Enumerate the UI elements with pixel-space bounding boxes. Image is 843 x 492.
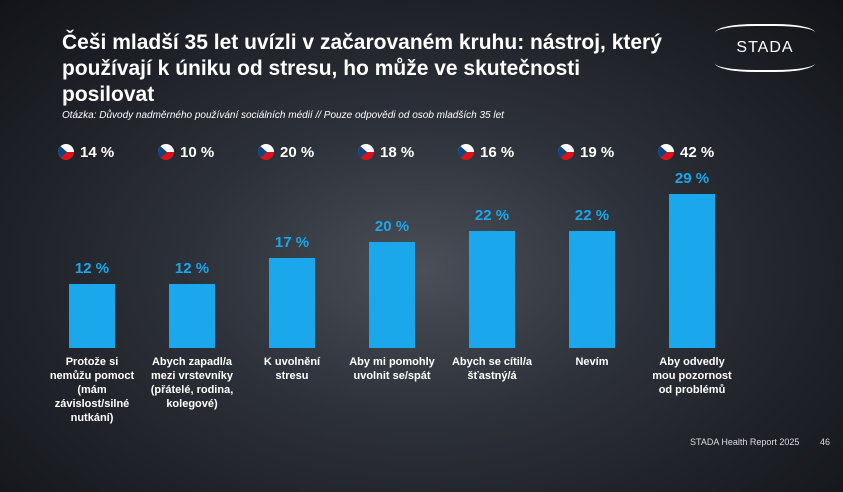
flag-icon bbox=[358, 144, 374, 160]
subtitle: Otázka: Důvody nadměrného používání soci… bbox=[62, 110, 504, 121]
x-tick-label: Abych zapadl/a mezi vrstevníky (přátelé,… bbox=[150, 356, 234, 410]
bar bbox=[169, 284, 215, 348]
x-tick-label: Abych se cítil/a šťastný/á bbox=[451, 356, 533, 382]
data-label: 17 % bbox=[274, 233, 310, 251]
chart-title: Češi mladší 35 let uvízli v začarovaném … bbox=[62, 31, 662, 106]
data-label: 12 % bbox=[174, 260, 210, 278]
comparison-label: 10 % bbox=[180, 144, 215, 161]
logo: STADA bbox=[715, 24, 815, 72]
comparison-label: 20 % bbox=[280, 144, 315, 161]
comparison-label: 42 % bbox=[680, 144, 715, 161]
flag-icon bbox=[558, 144, 574, 160]
comparison-label: 18 % bbox=[380, 144, 415, 161]
flag-icon bbox=[458, 144, 474, 160]
bar bbox=[269, 257, 315, 348]
bar bbox=[69, 284, 115, 348]
data-label: 22 % bbox=[574, 207, 610, 225]
bar bbox=[469, 231, 515, 348]
data-label: 12 % bbox=[74, 260, 110, 278]
bar bbox=[369, 242, 415, 348]
flag-icon bbox=[58, 144, 74, 160]
data-label: 20 % bbox=[374, 218, 410, 235]
x-tick-label: Aby odvedly mou pozornost od problémů bbox=[652, 356, 732, 396]
page-number: 46 bbox=[820, 437, 831, 447]
comparison-label: 16 % bbox=[480, 144, 515, 161]
x-tick-label: Protože si nemůžu pomoct (mám závislost/… bbox=[49, 356, 135, 424]
x-tick-label: Nevím bbox=[575, 356, 609, 368]
footer: STADA Health Report 2025 bbox=[690, 437, 800, 447]
data-label: 22 % bbox=[474, 207, 510, 225]
flag-icon bbox=[258, 144, 274, 160]
bar bbox=[669, 194, 715, 348]
comparison-label: 19 % bbox=[580, 144, 615, 161]
x-tick-label: K uvolnění stresu bbox=[263, 356, 321, 382]
comparison-label: 14 % bbox=[80, 144, 115, 161]
flag-icon bbox=[158, 144, 174, 160]
data-label: 29 % bbox=[674, 170, 710, 188]
flag-icon bbox=[658, 144, 674, 160]
bar bbox=[569, 231, 615, 348]
x-tick-label: Aby mi pomohly uvolnit se/spát bbox=[349, 356, 435, 382]
